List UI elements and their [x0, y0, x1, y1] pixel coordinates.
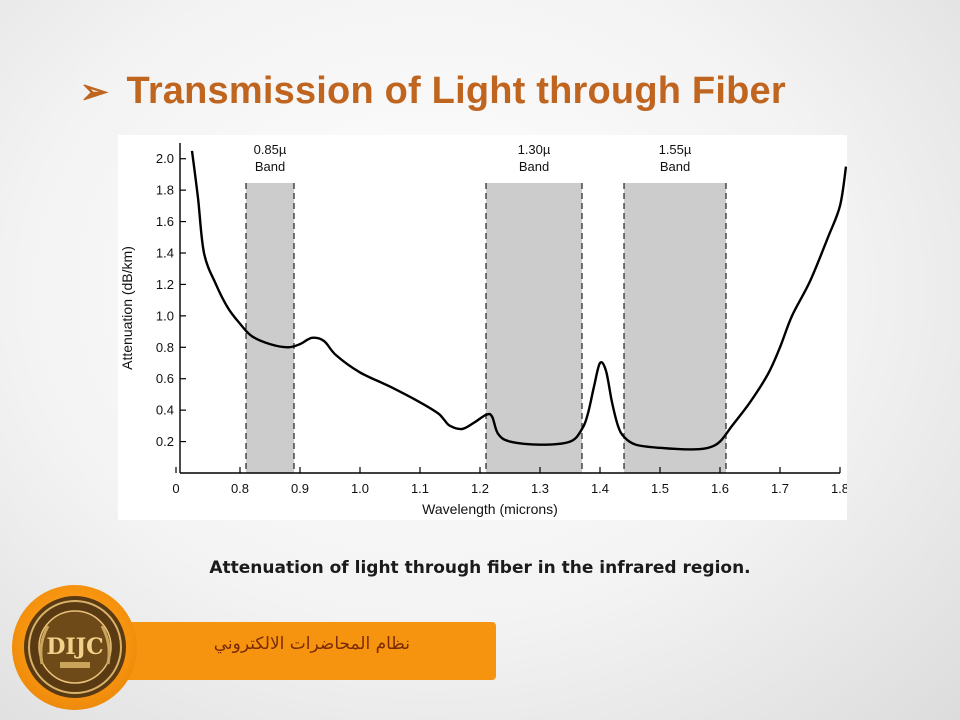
chart-svg: 0.85µ Band 1.30µ Band 1.55µ Band 0.2 0.4 0.6 0.8 1… — [119, 142, 847, 517]
chart-caption: Attenuation of light through fiber in th… — [209, 558, 751, 578]
x-tick-label-0: 0 — [172, 481, 179, 496]
y-tick-label-0: 0.2 — [156, 434, 174, 449]
attenuation-series-line-0 — [190, 150, 847, 451]
band-2-label-line1: 1.55µ — [659, 142, 692, 157]
title-row: ➢ Transmission of Light through Fiber — [80, 70, 786, 113]
band-1-label-line1: 1.30µ — [518, 142, 551, 157]
y-tick-label-1: 0.4 — [156, 403, 174, 418]
x-tick-label-5: 1.2 — [471, 481, 489, 496]
x-axis-label: Wavelength (microns) — [422, 501, 558, 517]
y-tick-label-2: 0.6 — [156, 371, 174, 386]
y-tick-label-4: 1.0 — [156, 308, 174, 323]
band-1 — [486, 183, 582, 473]
band-0-label-line2: Band — [255, 159, 285, 174]
band-0 — [246, 183, 294, 473]
x-tick-label-2: 0.9 — [291, 481, 309, 496]
x-tick-label-4: 1.1 — [411, 481, 429, 496]
footer-bar — [70, 622, 496, 680]
y-axis-label: Attenuation (dB/km) — [119, 246, 135, 370]
footer-text: نظام المحاضرات الالكتروني — [213, 634, 410, 654]
y-tick-label-7: 1.6 — [156, 214, 174, 229]
slide-title: Transmission of Light through Fiber — [126, 70, 786, 112]
band-1-label-line2: Band — [519, 159, 549, 174]
y-tick-label-6: 1.4 — [156, 246, 174, 261]
x-tick-label-1: 0.8 — [231, 481, 249, 496]
x-tick-label-10: 1.7 — [771, 481, 789, 496]
svg-text:DIJC: DIJC — [46, 634, 103, 660]
band-0-label-line1: 0.85µ — [254, 142, 287, 157]
band-2-label-line2: Band — [660, 159, 690, 174]
university-seal-icon: DIJC — [24, 596, 126, 698]
x-tick-label-11: 1.8 — [831, 481, 847, 496]
arrow-bullet-icon: ➢ — [80, 72, 109, 111]
x-tick-label-7: 1.4 — [591, 481, 609, 496]
band-2 — [624, 183, 726, 473]
y-tick-label-5: 1.2 — [156, 277, 174, 292]
x-tick-label-8: 1.5 — [651, 481, 669, 496]
attenuation-chart: 0.85µ Band 1.30µ Band 1.55µ Band 0.2 0.4 0.6 0.8 1… — [118, 135, 847, 520]
x-tick-label-9: 1.6 — [711, 481, 729, 496]
y-tick-label-3: 0.8 — [156, 340, 174, 355]
x-tick-label-3: 1.0 — [351, 481, 369, 496]
x-tick-label-6: 1.3 — [531, 481, 549, 496]
y-tick-label-8: 1.8 — [156, 183, 174, 198]
y-tick-label-9: 2.0 — [156, 151, 174, 166]
